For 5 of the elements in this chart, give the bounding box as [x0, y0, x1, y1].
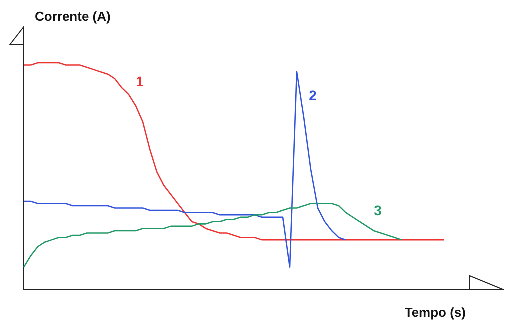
series-label: 2 [309, 88, 318, 104]
x-axis-title: Tempo (s) [404, 305, 466, 320]
y-axis-title: Corrente (A) [35, 9, 111, 24]
series-label: 3 [374, 202, 382, 219]
series-label: 1 [136, 74, 144, 90]
